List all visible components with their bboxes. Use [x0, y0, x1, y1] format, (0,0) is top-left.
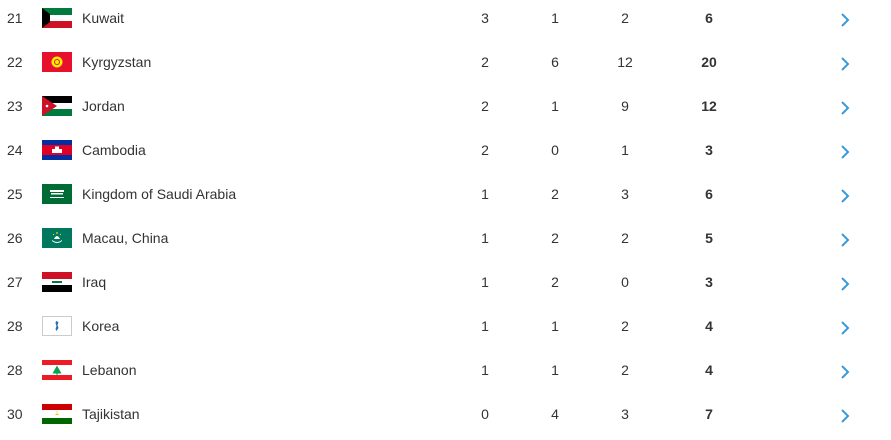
table-row[interactable]: 21 Kuwait 3 1 2 6 — [0, 0, 891, 44]
country-name: Kyrgyzstan — [82, 54, 152, 70]
total-count: 5 — [705, 230, 713, 246]
gold-count: 3 — [481, 10, 489, 26]
gold-count: 1 — [481, 362, 489, 378]
chevron-right-icon[interactable] — [838, 56, 852, 72]
silver-count: 2 — [551, 274, 559, 290]
bronze-count: 2 — [621, 362, 629, 378]
chevron-right-icon[interactable] — [838, 12, 852, 28]
country-name: Iraq — [82, 274, 107, 290]
lebanon-flag-icon — [42, 360, 72, 380]
total-count: 12 — [701, 98, 717, 114]
table-row[interactable]: 28 Korea 1 1 2 4 — [0, 308, 891, 352]
chevron-right-icon[interactable] — [838, 100, 852, 116]
rank: 23 — [7, 98, 23, 114]
kyrgyzstan-flag-icon — [42, 52, 72, 72]
rank: 26 — [7, 230, 23, 246]
total-count: 4 — [705, 318, 713, 334]
country-name: Kuwait — [82, 10, 125, 26]
chevron-right-icon[interactable] — [838, 188, 852, 204]
saudi-arabia-flag-icon — [42, 184, 72, 204]
country-name: Lebanon — [82, 362, 137, 378]
gold-count: 1 — [481, 318, 489, 334]
chevron-right-icon[interactable] — [838, 144, 852, 160]
total-count: 20 — [701, 54, 717, 70]
bronze-count: 2 — [621, 10, 629, 26]
chevron-right-icon[interactable] — [838, 320, 852, 336]
silver-count: 2 — [551, 186, 559, 202]
silver-count: 1 — [551, 318, 559, 334]
rank: 24 — [7, 142, 23, 158]
chevron-right-icon[interactable] — [838, 276, 852, 292]
tajikistan-flag-icon — [42, 404, 72, 424]
rank: 30 — [7, 406, 23, 422]
rank: 22 — [7, 54, 23, 70]
rank: 28 — [7, 318, 23, 334]
silver-count: 1 — [551, 10, 559, 26]
silver-count: 1 — [551, 98, 559, 114]
silver-count: 6 — [551, 54, 559, 70]
total-count: 3 — [705, 142, 713, 158]
rank: 27 — [7, 274, 23, 290]
macau-flag-icon — [42, 228, 72, 248]
rank: 28 — [7, 362, 23, 378]
bronze-count: 2 — [621, 318, 629, 334]
bronze-count: 9 — [621, 98, 629, 114]
bronze-count: 2 — [621, 230, 629, 246]
table-row[interactable]: 24 Cambodia 2 0 1 3 — [0, 132, 891, 176]
chevron-right-icon[interactable] — [838, 232, 852, 248]
table-row[interactable]: 23 Jordan 2 1 9 12 — [0, 88, 891, 132]
silver-count: 0 — [551, 142, 559, 158]
bronze-count: 0 — [621, 274, 629, 290]
gold-count: 1 — [481, 230, 489, 246]
kuwait-flag-icon — [42, 8, 72, 28]
jordan-flag-icon — [42, 96, 72, 116]
silver-count: 1 — [551, 362, 559, 378]
gold-count: 1 — [481, 274, 489, 290]
table-row[interactable]: 22 Kyrgyzstan 2 6 12 20 — [0, 44, 891, 88]
gold-count: 2 — [481, 98, 489, 114]
total-count: 7 — [705, 406, 713, 422]
bronze-count: 12 — [617, 54, 633, 70]
iraq-flag-icon — [42, 272, 72, 292]
gold-count: 1 — [481, 186, 489, 202]
country-name: Kingdom of Saudi Arabia — [82, 186, 237, 202]
table-row[interactable]: 25 Kingdom of Saudi Arabia 1 2 3 6 — [0, 176, 891, 220]
gold-count: 2 — [481, 54, 489, 70]
korea-unification-flag-icon — [42, 316, 72, 336]
table-row[interactable]: 28 Lebanon 1 1 2 4 — [0, 352, 891, 396]
chevron-right-icon[interactable] — [838, 364, 852, 380]
country-name: Tajikistan — [82, 406, 140, 422]
bronze-count: 3 — [621, 406, 629, 422]
total-count: 6 — [705, 10, 713, 26]
total-count: 6 — [705, 186, 713, 202]
table-row[interactable]: 27 Iraq 1 2 0 3 — [0, 264, 891, 308]
table-row[interactable]: 30 Tajikistan 0 4 3 7 — [0, 396, 891, 440]
silver-count: 4 — [551, 406, 559, 422]
total-count: 3 — [705, 274, 713, 290]
table-row[interactable]: 26 Macau, China 1 2 2 5 — [0, 220, 891, 264]
country-name: Jordan — [82, 98, 125, 114]
gold-count: 2 — [481, 142, 489, 158]
rank: 25 — [7, 186, 23, 202]
gold-count: 0 — [481, 406, 489, 422]
rank: 21 — [7, 10, 23, 26]
bronze-count: 3 — [621, 186, 629, 202]
silver-count: 2 — [551, 230, 559, 246]
country-name: Cambodia — [82, 142, 146, 158]
total-count: 4 — [705, 362, 713, 378]
country-name: Macau, China — [82, 230, 169, 246]
cambodia-flag-icon — [42, 140, 72, 160]
bronze-count: 1 — [621, 142, 629, 158]
country-name: Korea — [82, 318, 120, 334]
chevron-right-icon[interactable] — [838, 408, 852, 424]
